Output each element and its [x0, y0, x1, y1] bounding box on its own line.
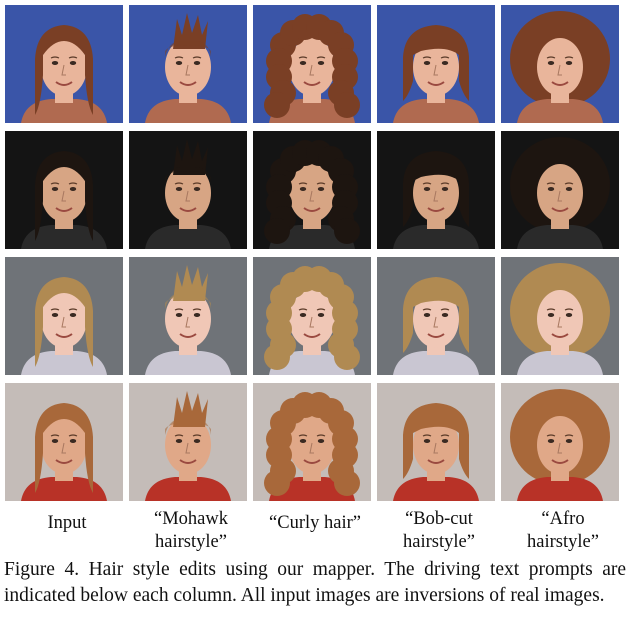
label-afro: “Afro hairstyle”: [527, 509, 599, 552]
portrait-r4-input: [5, 383, 123, 501]
image-grid: [5, 5, 623, 501]
portrait-r2-bob: [377, 131, 495, 249]
portrait-r1-afro: [501, 5, 619, 123]
figure-caption: Figure 4. Hair style edits using our map…: [4, 559, 626, 606]
label-mohawk: “Mohawk hairstyle”: [154, 509, 228, 552]
column-labels: Input “Mohawk hairstyle” “Curly hair” “B…: [5, 508, 623, 560]
portrait-r4-mohawk: [129, 383, 247, 501]
portrait-r4-bob: [377, 383, 495, 501]
portrait-r3-input: [5, 257, 123, 375]
portrait-r3-mohawk: [129, 257, 247, 375]
portrait-r3-bob: [377, 257, 495, 375]
label-input: Input: [47, 513, 87, 533]
portrait-r1-curly: [253, 5, 371, 123]
portrait-r1-mohawk: [129, 5, 247, 123]
portrait-r3-afro: [501, 257, 619, 375]
portrait-r2-curly: [253, 131, 371, 249]
portrait-r3-curly: [253, 257, 371, 375]
portrait-r2-afro: [501, 131, 619, 249]
portrait-r4-afro: [501, 383, 619, 501]
portrait-r1-input: [5, 5, 123, 123]
portrait-r4-curly: [253, 383, 371, 501]
portrait-r1-bob: [377, 5, 495, 123]
label-curly: “Curly hair”: [269, 513, 361, 533]
label-bob-cut: “Bob-cut hairstyle”: [403, 509, 475, 552]
portrait-r2-mohawk: [129, 131, 247, 249]
portrait-r2-input: [5, 131, 123, 249]
